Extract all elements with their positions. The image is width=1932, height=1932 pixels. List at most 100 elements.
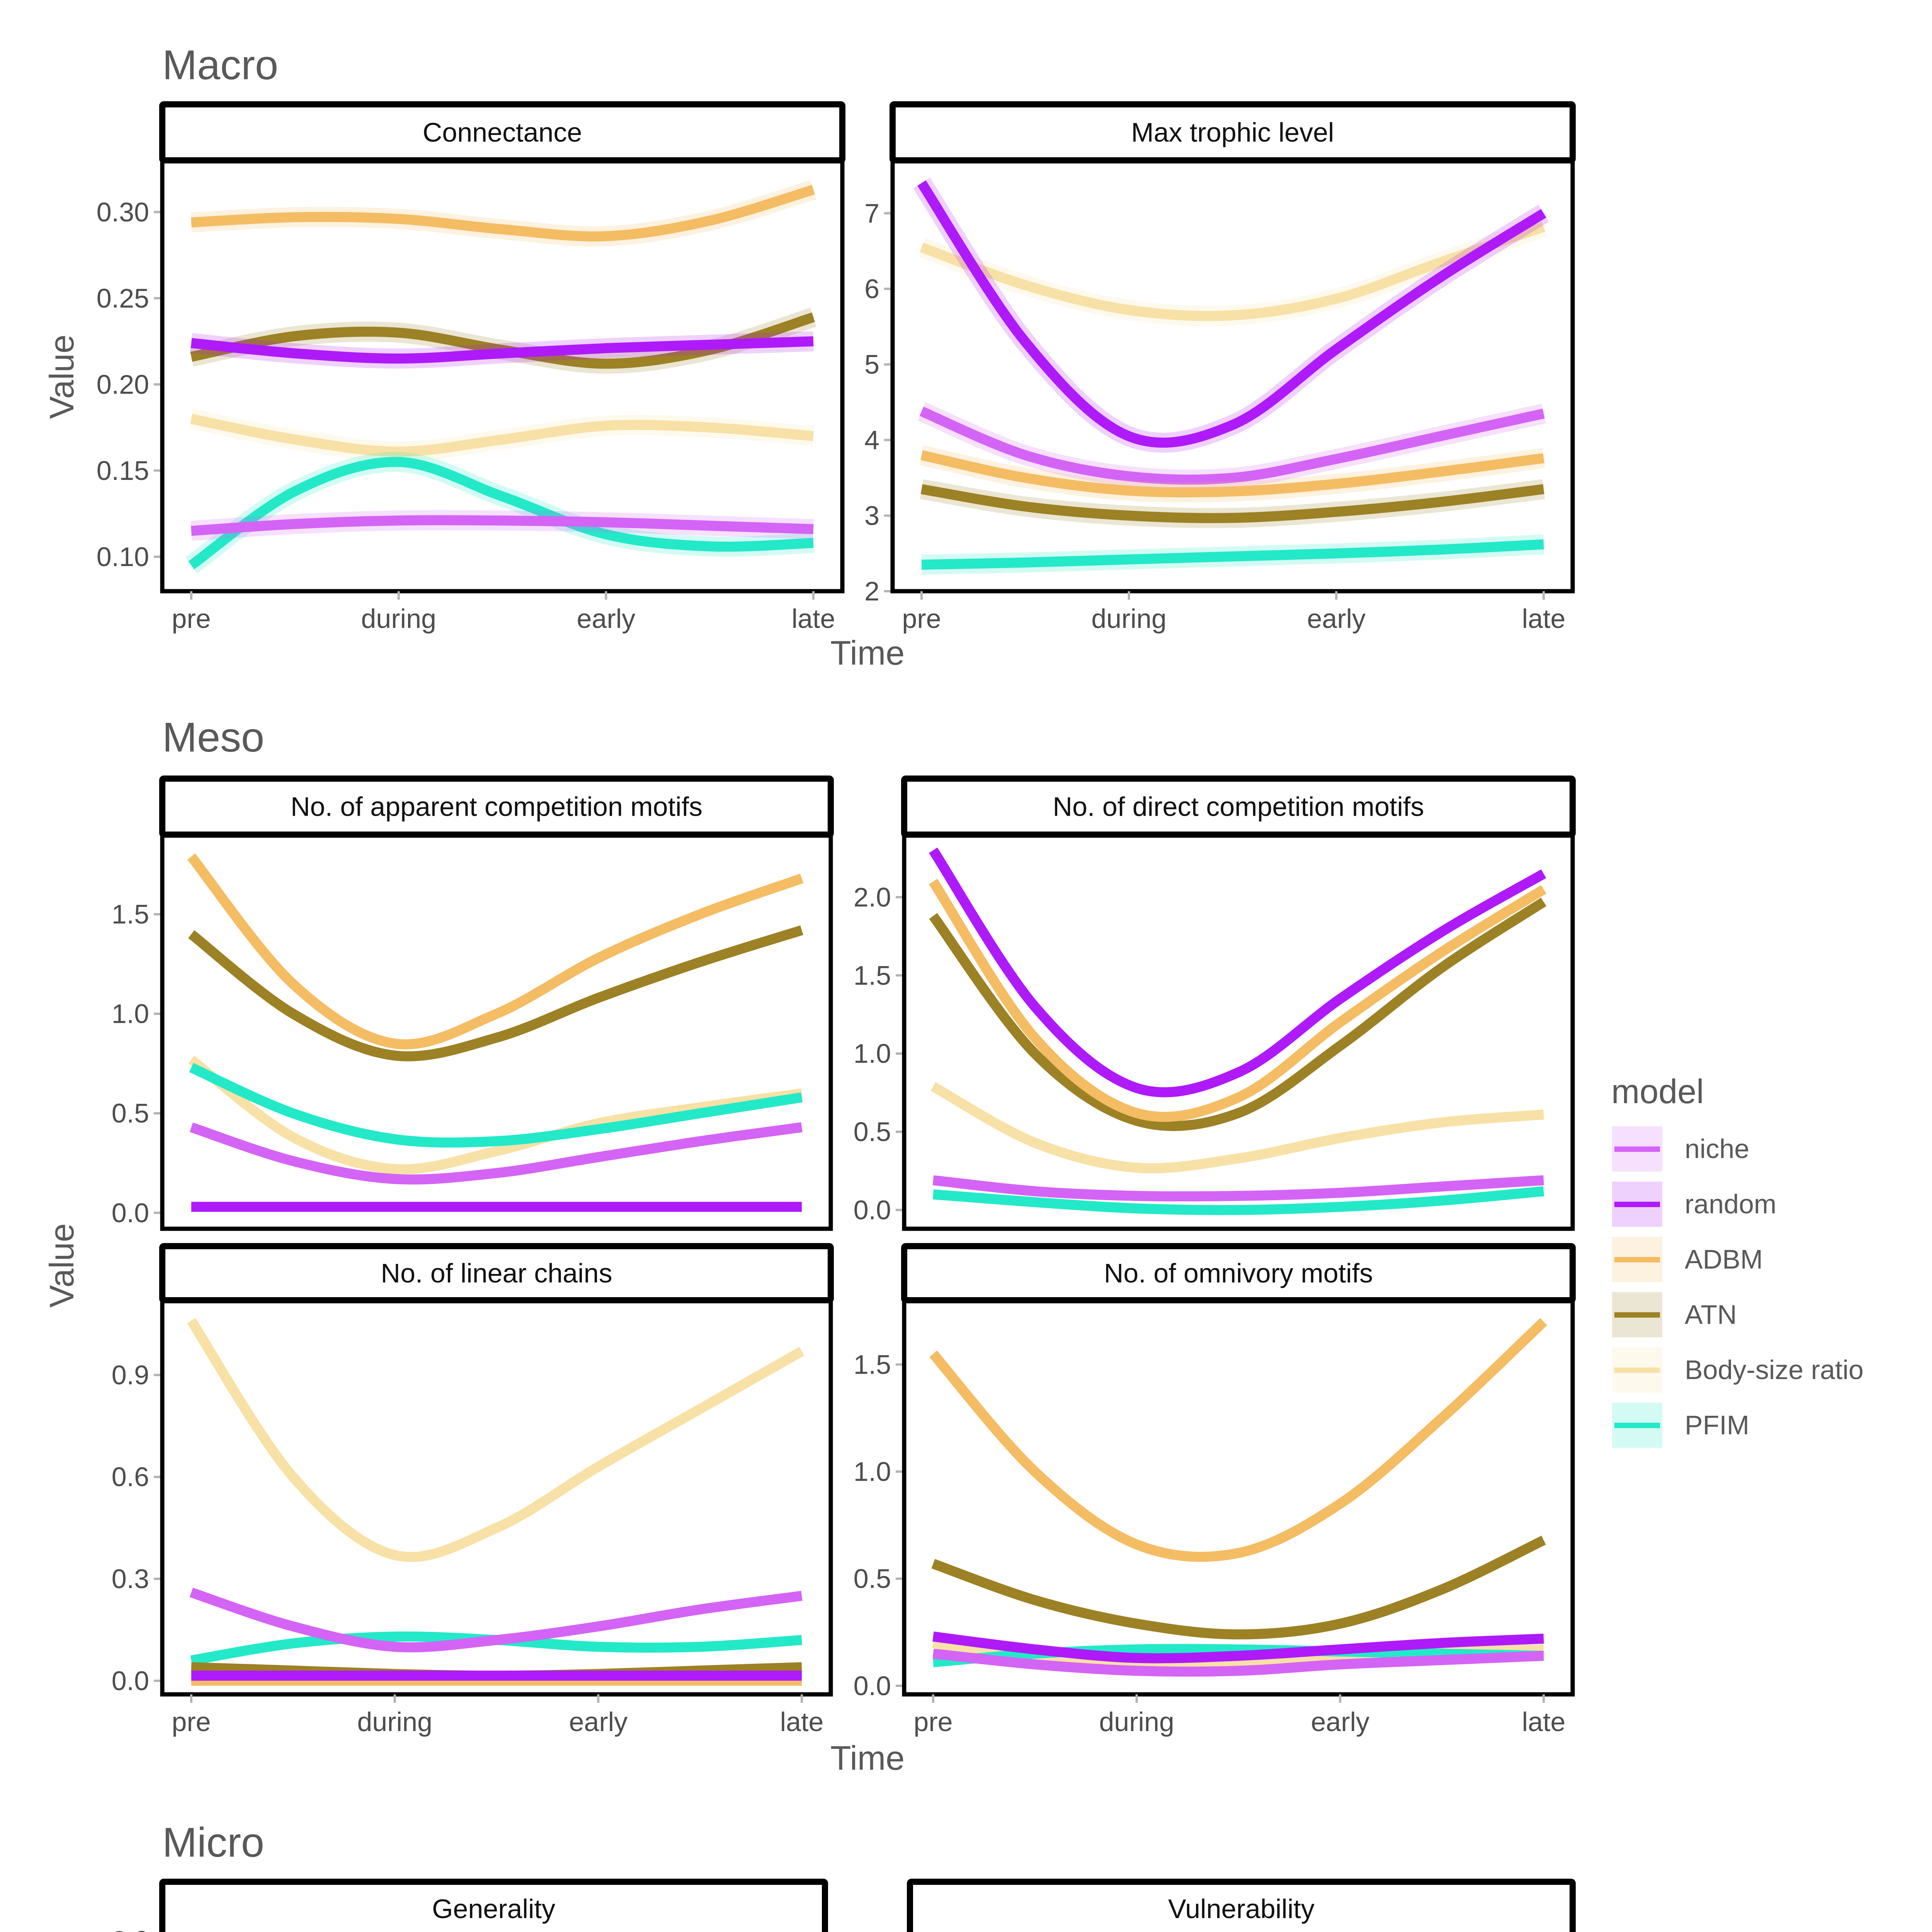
line-random bbox=[917, 180, 1546, 448]
y-tick-label: 1.75 bbox=[844, 1931, 897, 1932]
legend-label: random bbox=[1685, 1189, 1776, 1219]
section-title-macro: Macro bbox=[162, 41, 278, 88]
line-body-size-ratio bbox=[930, 1082, 1544, 1173]
line-pfim bbox=[921, 539, 1544, 570]
x-tick-label: during bbox=[361, 604, 436, 634]
panel-apparent-competition: No. of apparent competition motifs 0.0 0.5… bbox=[112, 776, 834, 1231]
y-tick-label: 1.0 bbox=[112, 999, 149, 1029]
line-body-size-ratio bbox=[187, 1318, 804, 1562]
y-tick-label: 1.5 bbox=[854, 960, 891, 990]
y-tick-label: 3 bbox=[864, 500, 879, 531]
legend-item-body-size-ratio: Body-size ratio bbox=[1612, 1347, 1864, 1393]
line-pfim bbox=[188, 457, 814, 570]
panel-max-trophic-level: Max trophic level 2 3 4 5 6 7 pre during early lat… bbox=[864, 101, 1576, 634]
x-axis-title-meso: Time bbox=[830, 1739, 905, 1777]
section-title-micro: Micro bbox=[162, 1819, 264, 1866]
line-pfim bbox=[933, 1186, 1544, 1215]
series-group bbox=[185, 180, 816, 574]
series-group bbox=[929, 847, 1547, 1215]
line-body-size-ratio bbox=[190, 414, 814, 457]
line-atn bbox=[929, 898, 1547, 1131]
x-tick-label: early bbox=[569, 1707, 628, 1737]
legend-label: Body-size ratio bbox=[1685, 1355, 1864, 1385]
x-axis-title-macro: Time bbox=[830, 634, 905, 672]
y-tick-label: 0.9 bbox=[112, 1360, 149, 1390]
line-random bbox=[190, 336, 814, 364]
line-adbm bbox=[929, 1318, 1547, 1562]
panel-linear-chains: No. of linear chains 0.0 0.3 0.6 0.9 pre durin… bbox=[112, 1243, 834, 1737]
y-tick-label: 0.5 bbox=[854, 1117, 891, 1147]
series-group bbox=[187, 853, 804, 1212]
line-adbm bbox=[187, 853, 804, 1049]
panel-title: No. of linear chains bbox=[381, 1258, 612, 1288]
y-tick-label: 1.5 bbox=[854, 1349, 891, 1379]
y-tick-label: 5 bbox=[864, 349, 879, 379]
y-tick-label: 6 bbox=[864, 274, 879, 304]
line-niche bbox=[932, 1648, 1544, 1677]
series-group bbox=[187, 1318, 804, 1686]
line-adbm bbox=[191, 185, 815, 242]
panel-title: Generality bbox=[432, 1894, 555, 1924]
line-atn bbox=[188, 925, 803, 1061]
line-random bbox=[932, 1631, 1544, 1663]
x-tick-label: during bbox=[1091, 604, 1167, 634]
legend-key-line bbox=[1614, 1423, 1660, 1428]
panel-title: No. of apparent competition motifs bbox=[291, 792, 702, 822]
y-tick-label: 1.0 bbox=[854, 1039, 891, 1069]
y-tick-label: 2 bbox=[864, 576, 879, 606]
legend-label: ADBM bbox=[1685, 1244, 1763, 1274]
panel-omnivory: No. of omnivory motifs 0.0 0.5 1.0 1.5 pre dur… bbox=[854, 1243, 1576, 1737]
x-tick-label: pre bbox=[172, 1707, 211, 1737]
strip-box bbox=[159, 1879, 828, 1932]
y-tick-label: 1.5 bbox=[112, 899, 149, 929]
x-tick-label: early bbox=[1311, 1707, 1369, 1737]
panel-direct-competition: No. of direct competition motifs 0.0 0.5 1.… bbox=[854, 776, 1576, 1231]
legend-item-adbm: ADBM bbox=[1612, 1237, 1763, 1282]
y-tick-label: 0.25 bbox=[97, 283, 149, 313]
legend: model niche random ADBM ATN Body-size ratio P… bbox=[1611, 1072, 1864, 1448]
y-tick-label: 7 bbox=[864, 198, 879, 228]
panel-border bbox=[160, 1298, 833, 1697]
series-group bbox=[913, 177, 1549, 575]
legend-item-niche: niche bbox=[1612, 1126, 1749, 1172]
legend-key-line bbox=[1614, 1257, 1660, 1262]
legend-label: PFIM bbox=[1685, 1410, 1749, 1440]
y-tick-label: 0.0 bbox=[854, 1195, 891, 1225]
y-tick-label: 0.5 bbox=[112, 1098, 149, 1128]
y-tick-label: 0.10 bbox=[97, 542, 149, 572]
panel-connectance: Connectance 0.10 0.15 0.20 0.25 0.30 pre during… bbox=[97, 101, 845, 634]
y-axis-title-macro: Value bbox=[43, 335, 81, 419]
panel-border bbox=[902, 832, 1575, 1231]
panel-title: Connectance bbox=[423, 117, 582, 148]
panel-border bbox=[160, 158, 845, 594]
y-tick-label: 1.0 bbox=[854, 1456, 891, 1486]
line-niche bbox=[189, 1122, 803, 1185]
x-tick-label: during bbox=[1099, 1707, 1174, 1737]
y-tick-label: 0.5 bbox=[854, 1564, 891, 1594]
x-tick-label: early bbox=[1307, 604, 1366, 634]
panel-border bbox=[902, 1298, 1575, 1697]
y-tick-label: 0.0 bbox=[112, 1666, 149, 1696]
legend-item-atn: ATN bbox=[1612, 1292, 1737, 1337]
panel-border bbox=[160, 832, 833, 1231]
line-random bbox=[929, 847, 1546, 1097]
x-tick-label: pre bbox=[913, 1707, 952, 1737]
line-adbm bbox=[929, 879, 1546, 1122]
x-tick-label: pre bbox=[172, 604, 211, 634]
series-group bbox=[929, 1318, 1547, 1677]
y-tick-label: 4 bbox=[864, 425, 879, 455]
legend-title: model bbox=[1611, 1072, 1704, 1111]
line-body-size-ratio bbox=[920, 222, 1546, 321]
x-tick-label: pre bbox=[902, 604, 941, 634]
y-tick-label: 0.20 bbox=[97, 369, 149, 400]
panel-title: Max trophic level bbox=[1131, 117, 1334, 148]
line-atn bbox=[920, 484, 1544, 523]
y-tick-label: 0.30 bbox=[97, 197, 149, 227]
y-tick-label: 0.6 bbox=[112, 1462, 149, 1492]
panel-border bbox=[890, 158, 1575, 594]
legend-key-line bbox=[1614, 1367, 1660, 1373]
legend-label: niche bbox=[1685, 1134, 1749, 1164]
legend-key-line bbox=[1614, 1202, 1660, 1207]
y-tick-label: 0.0 bbox=[854, 1671, 891, 1701]
panel-title: Vulnerability bbox=[1168, 1894, 1315, 1924]
